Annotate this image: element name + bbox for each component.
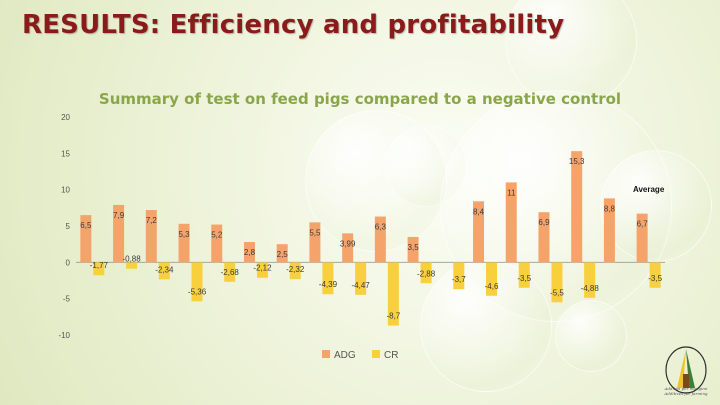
slide-title: RESULTS: Efficiency and profitability [22, 10, 565, 40]
cr-bar [355, 262, 367, 295]
cr-data-label: -5,5 [550, 288, 564, 297]
adg-bar [80, 215, 92, 263]
company-logo [665, 346, 707, 394]
adg-bar [243, 241, 255, 263]
legend-label-adg: ADG [334, 350, 356, 361]
adg-data-label: 6,7 [637, 220, 649, 229]
cr-data-label: -4,39 [319, 280, 338, 289]
y-tick-label: 20 [61, 113, 70, 122]
adg-bar [276, 244, 288, 263]
y-tick-label: -5 [63, 295, 71, 304]
adg-bar [211, 224, 223, 263]
adg-data-label: 15,3 [569, 157, 585, 166]
adg-data-label: 2,8 [244, 248, 256, 257]
adg-bar [473, 201, 485, 263]
adg-data-label: 5,3 [178, 230, 190, 239]
cr-data-label: -3,5 [517, 274, 531, 283]
adg-data-label: 7,9 [113, 211, 125, 220]
cr-data-label: -3,7 [452, 275, 466, 284]
cr-data-label: -4,6 [485, 282, 499, 291]
adg-bar [505, 182, 517, 263]
cr-data-label: -2,12 [253, 264, 272, 273]
adg-bar [342, 233, 354, 263]
cr-bar [191, 262, 203, 302]
adg-data-label: 5,2 [211, 231, 223, 240]
chart-legend: ADG CR [322, 350, 398, 361]
cr-bar [551, 262, 563, 303]
legend-swatch-cr [372, 350, 380, 358]
logo-text: Additivi per mangimi Additives for farmi… [664, 386, 708, 396]
y-tick-label: 15 [61, 149, 70, 158]
cr-data-label: -3,5 [648, 274, 662, 283]
cr-data-label: -2,88 [417, 269, 436, 278]
cr-data-label: -1,77 [90, 261, 109, 270]
adg-bar [407, 236, 419, 263]
adg-bar [178, 223, 190, 263]
adg-data-label: 3,5 [408, 243, 420, 252]
cr-data-label: -0,88 [122, 255, 141, 264]
y-tick-label: 10 [61, 186, 70, 195]
y-tick-label: 0 [66, 258, 71, 267]
cr-data-label: -5,36 [188, 287, 207, 296]
cr-data-label: -2,32 [286, 265, 305, 274]
legend-swatch-adg [322, 350, 330, 358]
cr-bar [93, 262, 105, 276]
cr-bar [256, 262, 268, 278]
adg-bar [113, 204, 125, 263]
cr-data-label: -2,68 [221, 268, 240, 277]
cr-bar [126, 262, 138, 269]
adg-data-label: 6,3 [375, 223, 387, 232]
cr-bar [518, 262, 530, 288]
chart-title: Summary of test on feed pigs compared to… [98, 90, 622, 108]
adg-data-label: 8,8 [604, 204, 616, 213]
legend-label-cr: CR [384, 350, 398, 361]
adg-bar [538, 212, 550, 263]
cr-data-label: -4,47 [352, 281, 371, 290]
adg-data-label: 6,5 [80, 221, 92, 230]
cr-data-label: -4,88 [581, 284, 600, 293]
adg-data-label: 5,5 [309, 228, 321, 237]
cr-bar [289, 262, 301, 280]
cr-bar [584, 262, 596, 298]
cr-data-label: -8,7 [386, 312, 400, 321]
category-label: Average [633, 185, 665, 194]
adg-bar [145, 210, 157, 263]
adg-bar [374, 216, 386, 263]
adg-bar [309, 222, 321, 263]
cr-bar [420, 262, 432, 284]
cr-bar [486, 262, 498, 296]
y-tick-label: -10 [58, 331, 70, 340]
adg-data-label: 6,9 [538, 218, 550, 227]
cr-bar [322, 262, 334, 295]
cr-bar [387, 262, 399, 326]
cr-bar [158, 262, 170, 280]
cr-bar [224, 262, 236, 282]
adg-data-label: 8,4 [473, 207, 485, 216]
adg-bar [603, 198, 615, 263]
adg-data-label: 2,5 [277, 250, 289, 259]
adg-data-label: 3,99 [340, 239, 356, 248]
cr-bar [649, 262, 661, 288]
y-tick-label: 5 [66, 222, 71, 231]
adg-bar [636, 213, 648, 263]
adg-data-label: 7,2 [146, 216, 158, 225]
adg-bar [571, 151, 583, 263]
cr-bar [453, 262, 465, 290]
cr-data-label: -2,34 [155, 265, 174, 274]
adg-data-label: 11 [507, 188, 516, 197]
